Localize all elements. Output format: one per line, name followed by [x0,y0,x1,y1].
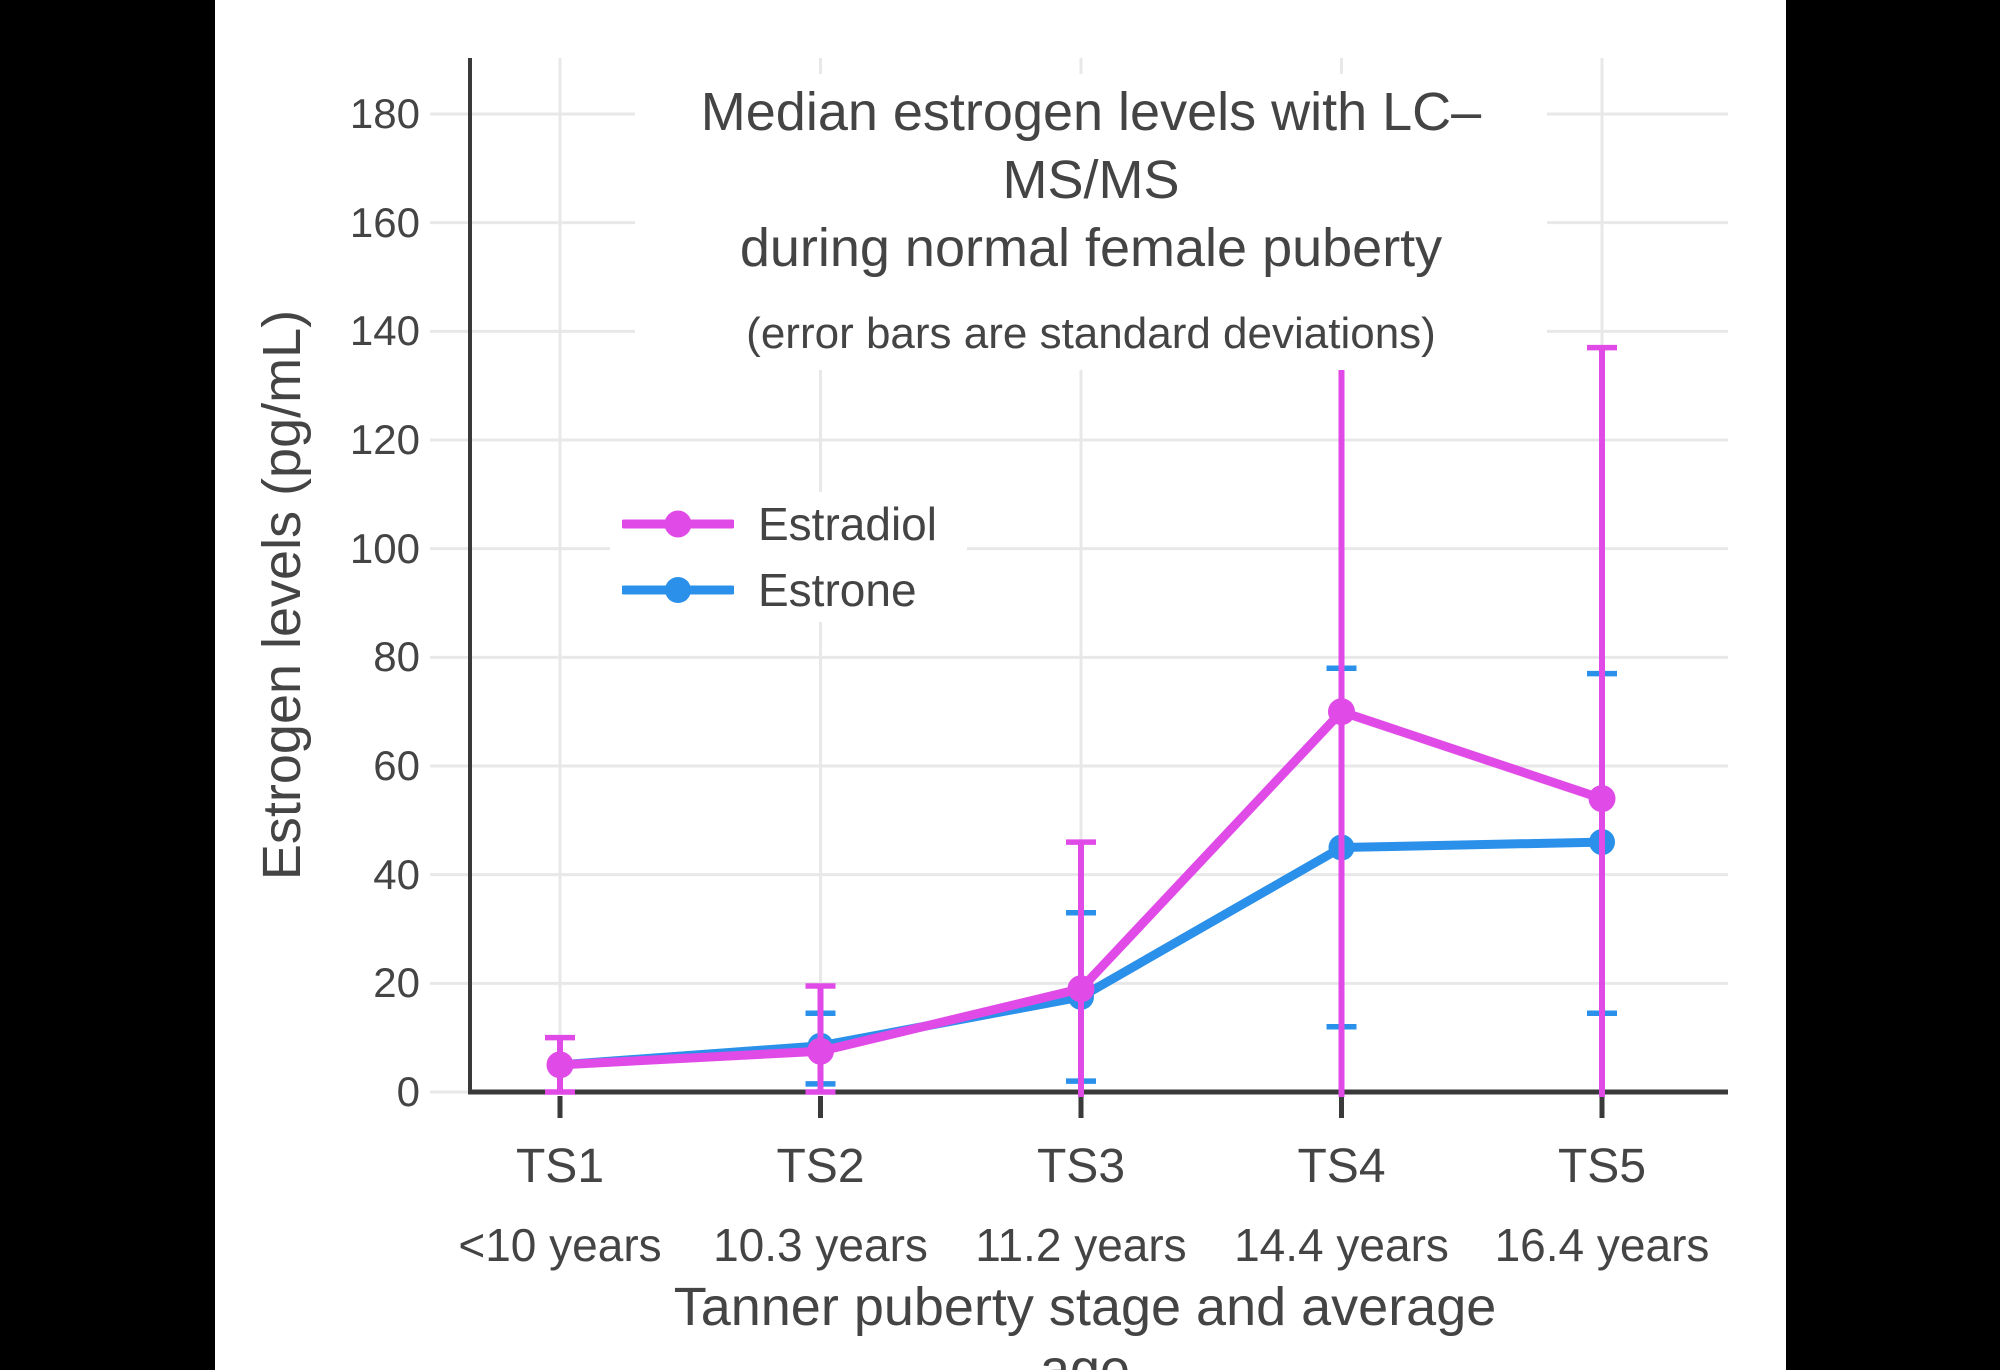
y-tick-label: 180 [349,90,420,137]
estradiol-point [1067,975,1095,1003]
x-age-label: 11.2 years [975,1219,1187,1271]
chart-legend: Estradiol Estrone [610,492,967,622]
y-tick-label: 60 [373,742,420,789]
x-age-label: 16.4 years [1494,1219,1710,1271]
y-tick-label: 160 [349,198,420,246]
x-stage-label: TS1 [515,1140,605,1193]
legend-swatch-estradiol-icon [622,510,734,538]
x-age-label: 10.3 years [713,1219,928,1271]
legend-swatch-estrone-icon [622,577,734,603]
legend-item-estrone: Estrone [622,564,937,616]
x-age-label: <10 years [458,1219,662,1271]
y-tick-label: 20 [373,959,420,1007]
x-stage-label: TS5 [1557,1140,1647,1193]
y-tick-label: 100 [349,524,420,572]
x-stage-label: TS2 [776,1140,865,1193]
y-tick-label: 80 [373,633,420,681]
estradiol-point [546,1051,574,1079]
chart-subtitle: (error bars are standard deviations) [746,309,1436,358]
y-axis-title: Estrogen levels (pg/mL) [252,309,312,881]
legend-item-estradiol: Estradiol [622,498,937,550]
chart-title-line1: Median estrogen levels with LC–MS/MS [700,82,1482,210]
x-stage-label: TS4 [1297,1140,1386,1193]
estradiol-point [1328,698,1355,726]
estradiol-point [807,1037,834,1065]
x-axis-title: Tanner puberty stage and average age [673,1277,1497,1370]
chart-canvas: Median estrogen levels with LC–MS/MS dur… [215,0,1786,1370]
y-tick-label: 140 [349,307,420,355]
x-stage-label: TS3 [1036,1140,1126,1193]
y-tick-label: 120 [349,416,420,463]
x-age-label: 14.4 years [1234,1219,1449,1271]
y-tick-label: 0 [396,1068,420,1115]
legend-label-estrone: Estrone [758,564,917,616]
estradiol-point [1588,785,1616,813]
legend-label-estradiol: Estradiol [758,498,937,550]
chart-title-line2: during normal female puberty [739,218,1443,278]
y-tick-label: 40 [373,850,420,898]
chart-title-block: Median estrogen levels with LC–MS/MS dur… [635,74,1547,370]
